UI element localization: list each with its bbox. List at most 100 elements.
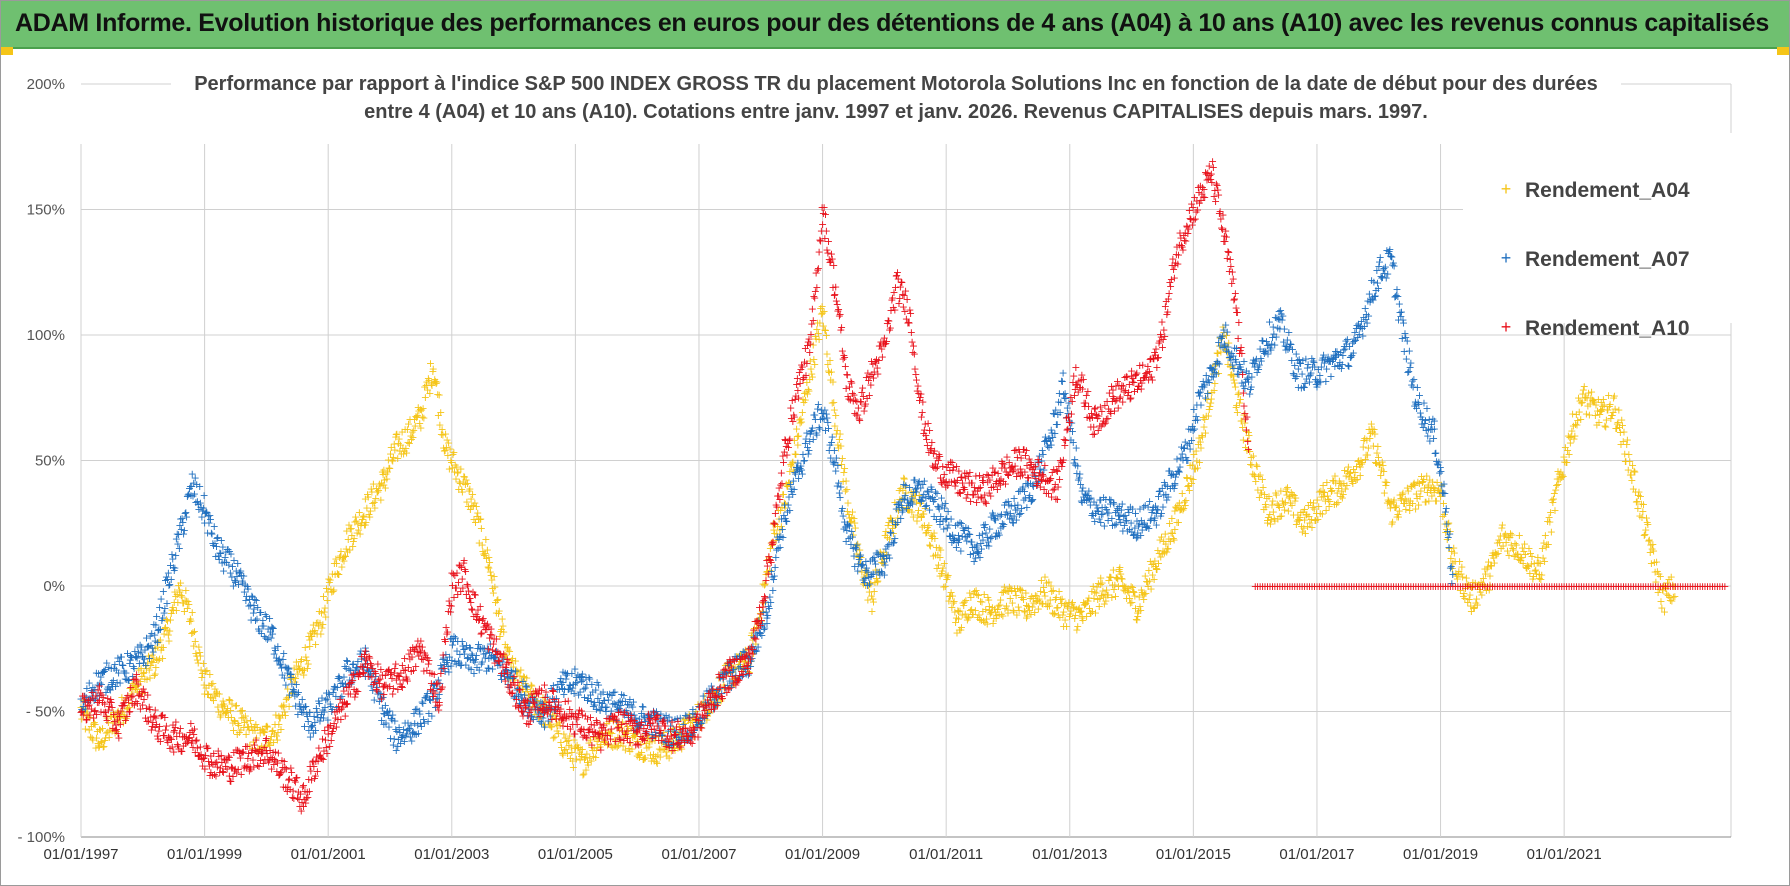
data-point: +: [153, 636, 162, 649]
data-point: +: [341, 550, 350, 563]
data-point: +: [251, 718, 260, 731]
data-point: +: [315, 616, 324, 629]
data-point: +: [268, 724, 277, 737]
data-point: +: [420, 380, 429, 393]
data-point: +: [178, 597, 187, 610]
data-point: +: [155, 652, 164, 665]
data-point: +: [419, 411, 428, 424]
data-point: +: [1183, 454, 1192, 467]
data-point: +: [349, 532, 358, 545]
data-point: +: [478, 539, 487, 552]
data-point: +: [283, 683, 292, 696]
y-tick-label: 100%: [27, 327, 65, 344]
data-point: +: [232, 699, 241, 712]
data-point: +: [95, 740, 104, 753]
data-point: +: [453, 465, 462, 478]
data-point: +: [239, 711, 248, 724]
data-point: +: [144, 649, 153, 662]
data-point: +: [173, 596, 182, 609]
data-point: +: [323, 594, 332, 607]
data-point: +: [301, 650, 310, 663]
data-point: +: [214, 705, 223, 718]
data-point: +: [503, 641, 512, 654]
data-point: +: [250, 720, 259, 733]
data-point: +: [106, 709, 115, 722]
data-point: +: [143, 657, 152, 670]
data-point: +: [100, 734, 109, 747]
data-point: +: [141, 659, 150, 672]
data-point: +: [282, 692, 291, 705]
data-point: +: [421, 379, 430, 392]
data-point: +: [404, 417, 413, 430]
data-point: +: [498, 612, 507, 625]
data-point: +: [85, 724, 94, 737]
data-point: +: [464, 485, 473, 498]
data-point: +: [348, 540, 357, 553]
data-point: +: [80, 706, 89, 719]
data-point: +: [430, 373, 439, 386]
data-point: +: [349, 535, 358, 548]
data-point: +: [476, 512, 485, 525]
data-point: +: [1660, 606, 1669, 619]
data-point: +: [819, 305, 828, 318]
data-point: +: [285, 669, 294, 682]
data-point: +: [127, 688, 136, 701]
data-point: +: [95, 723, 104, 736]
data-point: +: [391, 431, 400, 444]
x-tick-label: 01/01/2017: [1279, 846, 1354, 863]
data-point: +: [317, 606, 326, 619]
data-point: +: [177, 589, 186, 602]
data-point: +: [156, 634, 165, 647]
data-point: +: [236, 724, 245, 737]
data-point: +: [798, 468, 807, 481]
data-point: +: [256, 723, 265, 736]
data-point: +: [244, 721, 253, 734]
data-point: +: [835, 427, 844, 440]
data-point: +: [289, 671, 298, 684]
data-point: +: [314, 619, 323, 632]
data-point: +: [312, 628, 321, 641]
data-point: +: [162, 613, 171, 626]
data-point: +: [1370, 428, 1379, 441]
data-point: +: [90, 716, 99, 729]
data-point: +: [175, 584, 184, 597]
data-point: +: [324, 573, 333, 586]
data-point: +: [340, 550, 349, 563]
data-point: +: [447, 456, 456, 469]
data-point: +: [885, 552, 894, 565]
data-point: +: [132, 680, 141, 693]
data-point: +: [220, 700, 229, 713]
data-point: +: [509, 660, 518, 673]
data-point: +: [384, 461, 393, 474]
data-point: +: [198, 667, 207, 680]
data-point: +: [259, 725, 268, 738]
data-point: +: [405, 437, 414, 450]
x-tick-label: 01/01/2009: [785, 846, 860, 863]
data-point: +: [295, 663, 304, 676]
data-point: +: [199, 489, 208, 502]
data-point: +: [215, 687, 224, 700]
data-point: +: [212, 686, 221, 699]
data-point: +: [469, 499, 478, 512]
data-point: +: [418, 402, 427, 415]
y-tick-label: - 100%: [17, 829, 65, 846]
data-point: +: [121, 693, 130, 706]
data-point: +: [221, 707, 230, 720]
data-point: +: [161, 621, 170, 634]
data-point: +: [113, 714, 122, 727]
data-point: +: [135, 685, 144, 698]
data-point: +: [331, 553, 340, 566]
data-point: +: [389, 451, 398, 464]
data-point: +: [264, 736, 273, 749]
data-point: +: [1444, 541, 1453, 554]
data-point: +: [279, 700, 288, 713]
data-point: +: [307, 630, 316, 643]
data-point: +: [297, 653, 306, 666]
data-point: +: [237, 712, 246, 725]
data-point: +: [84, 710, 93, 723]
data-point: +: [785, 504, 794, 517]
data-point: +: [134, 664, 143, 677]
data-point: +: [120, 711, 129, 724]
data-point: +: [432, 375, 441, 388]
data-point: +: [278, 709, 287, 722]
